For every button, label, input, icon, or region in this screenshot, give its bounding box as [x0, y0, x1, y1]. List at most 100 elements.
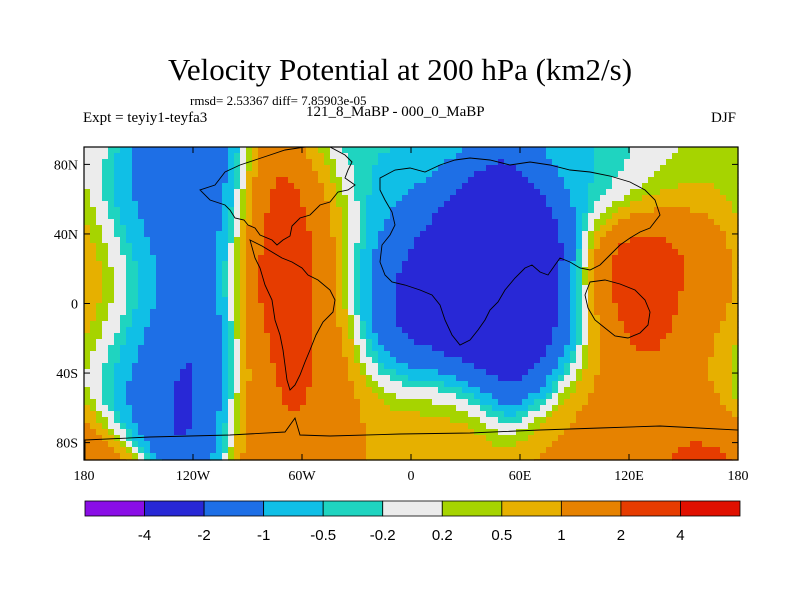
- field-cell: [312, 261, 337, 268]
- field-cell: [114, 429, 127, 436]
- field-cell: [558, 267, 571, 274]
- field-cell: [360, 405, 391, 412]
- field-cell: [720, 399, 739, 406]
- field-cell: [144, 219, 223, 226]
- field-cell: [342, 243, 349, 250]
- field-cell: [360, 219, 367, 226]
- field-cell: [192, 417, 217, 424]
- field-cell: [552, 327, 571, 334]
- field-cell: [408, 375, 457, 382]
- field-cell: [342, 267, 349, 274]
- field-cell: [102, 423, 109, 430]
- field-cell: [612, 291, 679, 298]
- field-cell: [246, 273, 259, 280]
- field-cell: [402, 261, 559, 268]
- field-cell: [732, 357, 739, 364]
- field-cell: [336, 279, 343, 286]
- field-cell: [564, 249, 577, 256]
- field-cell: [234, 267, 241, 274]
- field-cell: [252, 177, 277, 184]
- field-cell: [414, 183, 463, 190]
- field-cell: [582, 225, 589, 232]
- field-cell: [330, 213, 343, 220]
- field-cell: [84, 159, 103, 166]
- field-cell: [138, 297, 157, 304]
- field-cell: [594, 261, 613, 268]
- field-cell: [240, 279, 247, 286]
- field-cell: [408, 249, 565, 256]
- field-cell: [114, 381, 127, 388]
- field-cell: [108, 255, 127, 262]
- field-cell: [234, 153, 241, 160]
- field-cell: [588, 309, 595, 316]
- field-cell: [96, 255, 109, 262]
- field-cell: [240, 201, 247, 208]
- field-cell: [234, 279, 241, 286]
- field-cell: [246, 351, 271, 358]
- field-cell: [714, 339, 739, 346]
- coastline-outline: [84, 146, 739, 461]
- field-cell: [360, 417, 451, 424]
- field-cell: [324, 159, 337, 166]
- field-cell: [306, 219, 331, 226]
- field-cell: [330, 201, 337, 208]
- field-cell: [582, 303, 589, 310]
- field-cell: [126, 441, 133, 448]
- field-cell: [342, 183, 355, 190]
- field-cell: [618, 249, 679, 256]
- field-cell: [330, 225, 343, 232]
- field-cell: [588, 255, 595, 262]
- field-cell: [588, 273, 595, 280]
- field-cell: [102, 363, 115, 370]
- field-cell: [336, 303, 343, 310]
- field-cell: [228, 177, 235, 184]
- field-cell: [240, 411, 247, 418]
- field-cell: [330, 231, 343, 238]
- field-cell: [132, 177, 229, 184]
- field-cell: [258, 153, 307, 160]
- field-cell: [522, 417, 535, 424]
- field-cell: [576, 285, 583, 292]
- field-cell: [600, 195, 625, 202]
- field-cell: [630, 147, 679, 154]
- period-label: 121_8_MaBP - 000_0_MaBP: [306, 104, 485, 120]
- field-cell: [558, 273, 571, 280]
- field-cell: [342, 273, 349, 280]
- field-cell: [258, 285, 313, 292]
- field-cell: [618, 219, 715, 226]
- field-cell: [372, 183, 415, 190]
- field-cell: [558, 405, 583, 412]
- field-cell: [432, 219, 559, 226]
- field-cell: [132, 363, 187, 370]
- field-cell: [732, 207, 739, 214]
- field-cell: [234, 339, 241, 346]
- field-cell: [258, 261, 313, 268]
- field-cell: [114, 183, 133, 190]
- field-cell: [192, 363, 223, 370]
- field-cell: [594, 381, 715, 388]
- field-cell: [192, 423, 217, 430]
- field-cell: [348, 375, 367, 382]
- field-cell: [126, 339, 145, 346]
- field-cell: [360, 267, 373, 274]
- field-cell: [732, 261, 739, 268]
- field-cell: [336, 201, 349, 208]
- field-cell: [630, 189, 661, 196]
- field-cell: [252, 159, 259, 166]
- field-cell: [246, 291, 259, 298]
- field-cell: [342, 213, 349, 220]
- colorbar-swatch: [263, 500, 324, 517]
- field-cell: [102, 279, 115, 286]
- field-cell: [102, 165, 115, 172]
- field-cell: [126, 231, 145, 238]
- field-cell: [708, 363, 733, 370]
- field-cell: [84, 219, 97, 226]
- field-cell: [384, 219, 433, 226]
- field-cell: [144, 453, 151, 460]
- field-cell: [216, 447, 223, 454]
- field-cell: [144, 447, 151, 454]
- field-cell: [312, 255, 337, 262]
- field-cell: [264, 321, 313, 328]
- colorbar-label: 1: [557, 527, 565, 544]
- field-cell: [594, 267, 613, 274]
